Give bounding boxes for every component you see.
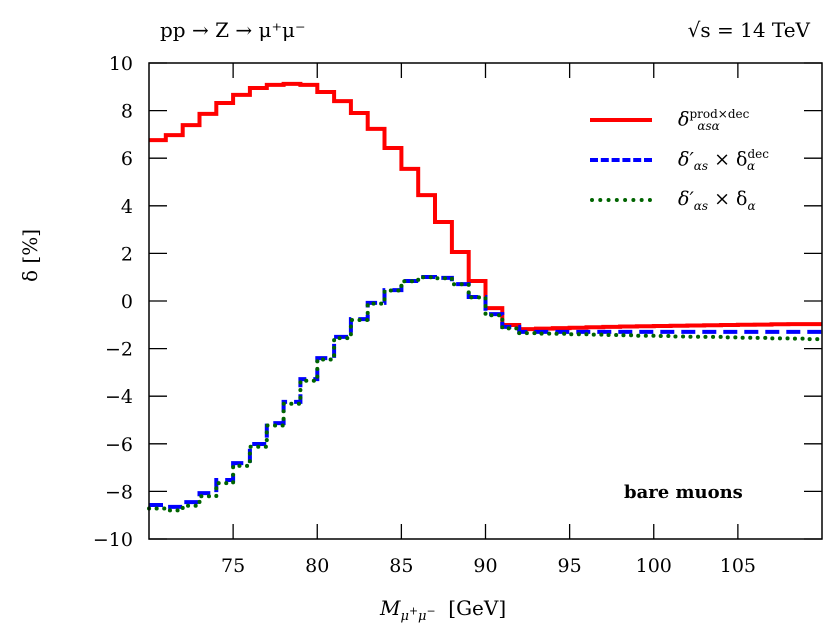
energy-label: √s = 14 TeV [687, 18, 810, 42]
legend-label: δ′αs × δα [678, 187, 756, 213]
legend-item-prod-dec: δprod×decαsα [590, 100, 756, 140]
y-tick-label: −10 [93, 529, 133, 551]
legend-swatch-dotted-green [590, 198, 652, 202]
y-tick-label: 0 [121, 291, 133, 313]
series-layer [147, 81, 824, 513]
x-tick-label: 80 [305, 555, 329, 577]
y-tick-label: 10 [109, 53, 133, 75]
x-tick-label: 105 [720, 555, 756, 577]
legend-swatch-solid-red [590, 118, 652, 122]
x-tick-label: 95 [558, 555, 582, 577]
legend: δprod×decαsα δ′αs × δdecα δ′αs × δα [590, 100, 769, 220]
x-tick-label: 100 [636, 555, 672, 577]
x-tick-label: 75 [221, 555, 245, 577]
bare-muons-annotation: bare muons [624, 482, 743, 503]
y-tick-label: −2 [105, 339, 133, 361]
y-tick-label: −4 [105, 386, 133, 408]
x-tick-label: 85 [389, 555, 413, 577]
legend-item-dec: δ′αs × δdecα [590, 140, 769, 180]
legend-item-factorized: δ′αs × δα [590, 180, 756, 220]
legend-swatch-dashed-blue [590, 158, 652, 162]
legend-label: δ′αs × δdecα [678, 146, 769, 174]
y-tick-label: 6 [121, 148, 133, 170]
y-tick-label: 4 [121, 196, 133, 218]
legend-label: δprod×decαsα [678, 106, 750, 134]
x-axis-label: Mμ+μ− [GeV] [380, 596, 507, 624]
y-tick-label: −8 [105, 481, 133, 503]
series-line-solid [149, 81, 822, 332]
y-tick-label: 2 [121, 243, 133, 265]
y-tick-label: −6 [105, 434, 133, 456]
series-line-dashed [149, 275, 822, 509]
y-axis-label: δ [%] [18, 228, 42, 282]
process-title: pp → Z → μ⁺μ⁻ [160, 18, 306, 42]
y-tick-label: 8 [121, 101, 133, 123]
x-tick-label: 90 [473, 555, 497, 577]
axis-ticks: 75 80 85 90 95 100 105 −10 −8 −6 −4 −2 0 2 4 6 8 10 [93, 53, 822, 577]
series-line-dotted [147, 275, 824, 513]
